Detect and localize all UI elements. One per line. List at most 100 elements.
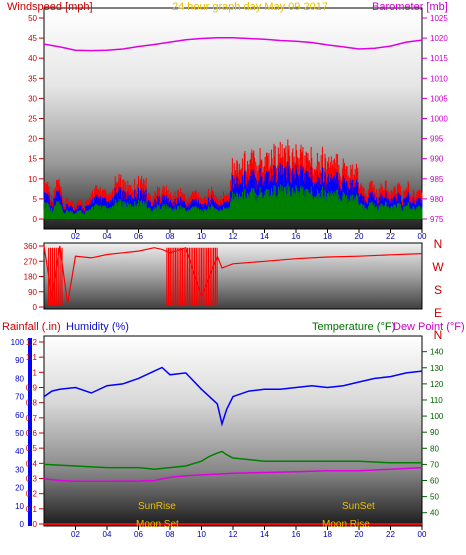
rainfall-tick-label: 0.3 [26, 475, 38, 484]
direction-left-axis: 0 90 180 270 360 [24, 242, 44, 312]
humidity-tick-label: 90 [15, 356, 24, 365]
dewpoint-line [43, 466, 423, 483]
rainfall-axis-label: Rainfall (.in) [2, 321, 61, 333]
wind-x-tick-label: 20 [355, 232, 364, 241]
wind-speed-bars-inner [43, 183, 423, 219]
wind-x-tick-label: 08 [166, 232, 175, 241]
wind-panel: Windspeed [mph] 24 hour graph day May 09… [7, 1, 448, 241]
wind-right-axis-label: Barometer [mb] [372, 1, 448, 13]
baro-right-tick-label: 1025 [430, 14, 448, 23]
sunrise-label: SunRise [138, 501, 176, 512]
wind-left-axis-label: Windspeed [mph] [7, 1, 93, 13]
wind-left-tick-label: 15 [28, 155, 37, 164]
temperature-tick-label: 50 [430, 493, 439, 502]
wind-left-axis: 0 5 10 15 20 25 30 35 40 45 50 [28, 14, 44, 224]
baro-right-tick-label: 980 [430, 195, 444, 204]
rainfall-tick-label: 0.7 [26, 414, 38, 423]
wind-left-tick-label: 20 [28, 135, 37, 144]
temperature-axis: 40 50 60 70 80 90 100 110 120 130 140 [422, 348, 444, 518]
sunset-label: SunSet [342, 501, 375, 512]
wind-x-tick-label: 16 [292, 232, 301, 241]
wind-left-tick-label: 30 [28, 94, 37, 103]
rainfall-tick-label: 0 [33, 520, 38, 529]
wind-x-tick-label: 22 [386, 232, 395, 241]
wind-left-tick-label: 40 [28, 54, 37, 63]
humidity-panel: Rainfall (.in) Humidity (%) Temperature … [2, 321, 465, 539]
baro-right-tick-label: 1000 [430, 115, 448, 124]
barometer-right-axis: 975 980 985 990 995 1000 1005 1010 1015 1020 1025 [422, 14, 448, 224]
humidity-x-tick-label: 10 [197, 530, 206, 539]
humidity-x-tick-label: 02 [71, 530, 80, 539]
humidity-x-tick-label: 14 [260, 530, 269, 539]
baro-right-tick-label: 1005 [430, 94, 448, 103]
wind-left-tick-label: 25 [28, 115, 37, 124]
direction-left-tick-label: 0 [33, 303, 38, 312]
humidity-tick-label: 40 [15, 447, 24, 456]
wind-x-tick-label: 06 [134, 232, 143, 241]
temperature-tick-label: 110 [430, 396, 443, 405]
wind-x-tick-label: 02 [71, 232, 80, 241]
compass-label: S [434, 283, 442, 297]
wind-left-tick-label: 50 [28, 14, 37, 23]
rainfall-axis: 0 0.1 0.2 0.3 0.4 0.5 0.6 0.7 0.8 0.9 1 1.1 1.2 [26, 338, 44, 529]
rainfall-tick-label: 1 [33, 368, 38, 377]
temperature-line [43, 450, 422, 470]
temperature-tick-label: 120 [430, 380, 444, 389]
temperature-tick-label: 140 [430, 348, 444, 357]
wind-x-tick-label: 14 [260, 232, 269, 241]
compass-label: E [434, 306, 442, 320]
temperature-tick-label: 60 [430, 477, 439, 486]
humidity-tick-label: 80 [15, 374, 24, 383]
baro-right-tick-label: 1010 [430, 74, 448, 83]
humidity-x-axis: 02 04 06 08 10 12 14 16 18 20 22 00 [71, 526, 427, 539]
compass-label: W [432, 260, 444, 274]
humidity-x-tick-label: 08 [166, 530, 175, 539]
wind-x-tick-label: 12 [229, 232, 238, 241]
wind-x-tick-label: 18 [323, 232, 332, 241]
rainfall-tick-label: 1.1 [26, 353, 38, 362]
temperature-tick-label: 80 [430, 444, 439, 453]
wind-left-tick-label: 45 [28, 34, 37, 43]
dewpoint-axis-label: Dew Point (°F) [393, 321, 465, 333]
temperature-tick-label: 70 [430, 460, 439, 469]
rainfall-tick-label: 0.4 [26, 459, 38, 468]
humidity-line [43, 366, 423, 427]
humidity-axis-bar [28, 338, 32, 526]
wind-x-tick-label: 10 [197, 232, 206, 241]
wind-left-tick-label: 5 [33, 195, 38, 204]
barometer-line [43, 36, 423, 52]
rainfall-tick-label: 0.1 [26, 505, 38, 514]
direction-left-tick-label: 360 [24, 242, 38, 251]
rainfall-tick-label: 1.2 [26, 338, 38, 347]
moonrise-label: Moon Rise [322, 519, 370, 530]
rainfall-tick-label: 0.2 [26, 490, 38, 499]
humidity-tick-label: 20 [15, 484, 24, 493]
direction-left-tick-label: 90 [28, 288, 37, 297]
wind-direction-line [43, 245, 423, 306]
humidity-tick-label: 30 [15, 465, 24, 474]
humidity-x-tick-label: 00 [418, 530, 427, 539]
direction-left-tick-label: 180 [24, 273, 38, 282]
humidity-axis-label: Humidity (%) [66, 321, 129, 333]
humidity-tick-label: 60 [15, 411, 24, 420]
humidity-tick-label: 70 [15, 393, 24, 402]
temperature-tick-label: 90 [430, 428, 439, 437]
baro-right-tick-label: 990 [430, 155, 444, 164]
temperature-tick-label: 100 [430, 412, 444, 421]
temperature-axis-label: Temperature (°F) [312, 321, 395, 333]
baro-right-tick-label: 1020 [430, 34, 448, 43]
wind-x-axis: 02 04 06 08 10 12 14 16 18 20 22 00 [71, 229, 427, 241]
humidity-x-tick-label: 06 [134, 530, 143, 539]
wind-left-tick-label: 0 [33, 215, 38, 224]
humidity-x-tick-label: 20 [355, 530, 364, 539]
humidity-plot-area [43, 335, 423, 527]
compass-label: N [434, 237, 443, 251]
baro-right-tick-label: 995 [430, 135, 444, 144]
rainfall-tick-label: 0.5 [26, 444, 38, 453]
wind-chart-title: 24 hour graph day May 09 2017 [172, 1, 328, 13]
humidity-axis: 0 10 20 30 40 50 60 70 80 90 100 [11, 338, 25, 529]
baro-right-tick-label: 1015 [430, 54, 448, 63]
compass-label: N [434, 328, 443, 342]
